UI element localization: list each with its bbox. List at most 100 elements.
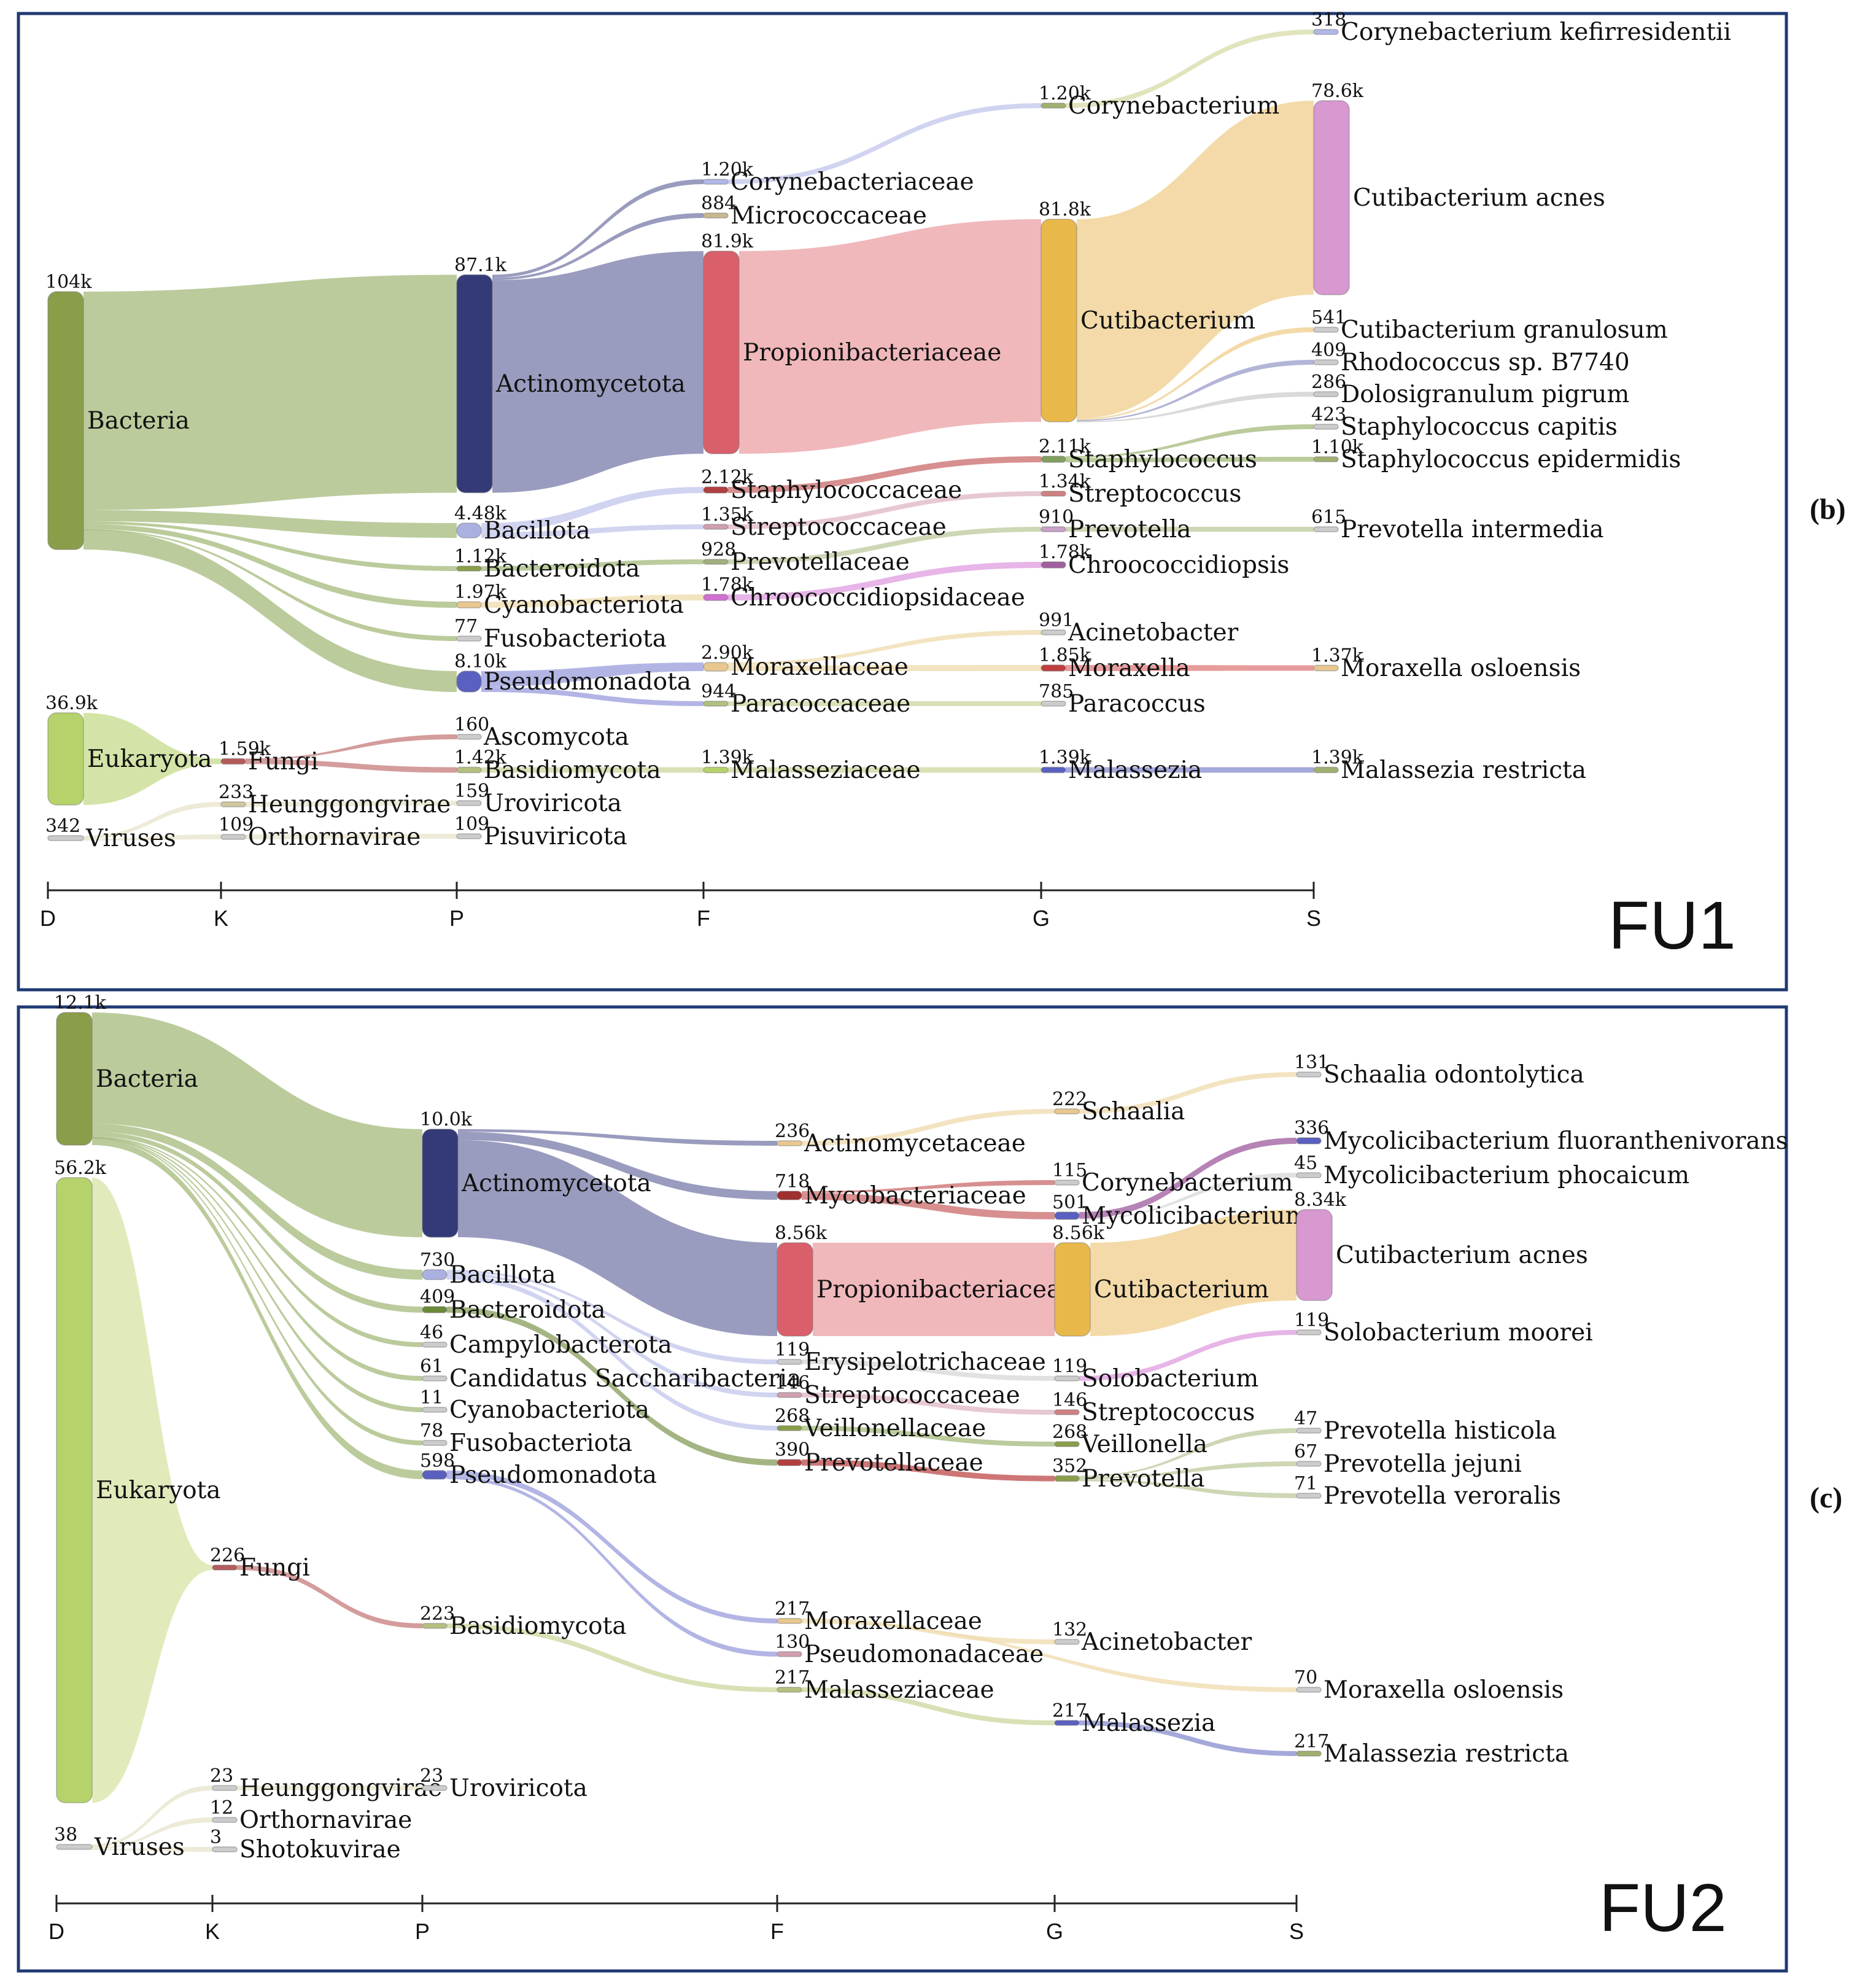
node-bacillota[interactable] [456, 523, 482, 538]
node-staphylococcus-epidermidis[interactable] [1313, 456, 1339, 462]
node-dolosigranulum-pigrum[interactable] [1313, 391, 1339, 397]
node-cyanobacteriota[interactable] [456, 601, 482, 608]
node-acinetobacter[interactable] [1041, 629, 1066, 635]
node-staphylococcus-capitis[interactable] [1313, 424, 1339, 430]
node-cutibacterium[interactable] [1041, 219, 1077, 422]
node-orthornavirae[interactable] [220, 834, 246, 840]
node-moraxellaceae[interactable] [777, 1618, 802, 1624]
link-malassezia-to-malassezia-restricta [1066, 767, 1314, 773]
node-fungi[interactable] [220, 758, 246, 765]
node-actinomycetaceae[interactable] [777, 1140, 802, 1146]
node-candidatus-saccharibacteria[interactable] [422, 1375, 448, 1382]
node-malassezia[interactable] [1041, 766, 1066, 774]
node-bacteria[interactable] [56, 1012, 93, 1146]
node-actinomycetota[interactable] [422, 1129, 459, 1238]
node-corynebacteriaceae[interactable] [703, 179, 729, 185]
node-eukaryota[interactable] [56, 1177, 93, 1803]
link-prevotella-to-prevotella-veroralis [1079, 1479, 1297, 1498]
node-paracoccus[interactable] [1041, 701, 1066, 707]
node-prevotella-jejuni[interactable] [1296, 1461, 1322, 1467]
node-staphylococcaceae[interactable] [703, 486, 729, 494]
node-mycolicibacterium[interactable] [1054, 1211, 1080, 1220]
node-mycobacteriaceae[interactable] [777, 1191, 802, 1200]
node-cutibacterium[interactable] [1054, 1242, 1091, 1337]
node-erysipelotrichaceae[interactable] [777, 1359, 802, 1365]
node-streptococcus[interactable] [1041, 491, 1066, 497]
node-veillonellaceae[interactable] [777, 1425, 802, 1431]
node-malassezia[interactable] [1054, 1720, 1080, 1726]
node-schaalia[interactable] [1054, 1108, 1080, 1114]
node-prevotella-intermedia[interactable] [1313, 526, 1339, 532]
node-cyanobacteriota[interactable] [422, 1407, 448, 1413]
node-actinomycetota[interactable] [456, 274, 493, 494]
node-malassezia-restricta[interactable] [1296, 1751, 1322, 1757]
node-streptococcus[interactable] [1054, 1409, 1080, 1415]
node-veillonella[interactable] [1054, 1441, 1080, 1447]
node-ascomycota[interactable] [456, 734, 482, 740]
node-propionibacteriaceae[interactable] [703, 251, 740, 454]
node-prevotella-histicola[interactable] [1296, 1428, 1322, 1434]
node-pseudomonadaceae[interactable] [777, 1651, 802, 1657]
node-pseudomonadota[interactable] [456, 670, 482, 693]
node-moraxella[interactable] [1041, 664, 1066, 672]
node-streptococcaceae[interactable] [703, 524, 729, 530]
node-paracoccaceae[interactable] [703, 701, 729, 707]
node-label-mycolicibacterium-fluoranthenivorans: Mycolicibacterium fluoranthenivorans [1324, 1127, 1788, 1155]
node-chroococcidiopsidaceae[interactable] [703, 594, 729, 601]
node-corynebacterium[interactable] [1041, 103, 1066, 109]
node-value-fusobacteriota: 77 [454, 616, 478, 637]
node-pseudomonadota[interactable] [422, 1470, 448, 1480]
node-malasseziaceae[interactable] [777, 1687, 802, 1693]
node-uroviricota[interactable] [422, 1785, 448, 1791]
node-cutibacterium-acnes[interactable] [1296, 1209, 1333, 1301]
node-value-corynebacteriaceae: 1.20k [701, 159, 754, 181]
node-moraxellaceae[interactable] [703, 662, 729, 672]
node-streptococcaceae[interactable] [777, 1392, 802, 1398]
node-prevotellaceae[interactable] [703, 559, 729, 565]
node-shotokuvirae[interactable] [212, 1846, 238, 1852]
node-uroviricota[interactable] [456, 800, 482, 806]
node-bacteria[interactable] [47, 291, 84, 550]
node-staphylococcus[interactable] [1041, 456, 1066, 463]
node-moraxella-osloensis[interactable] [1313, 664, 1339, 672]
node-rhodococcus-sp-b7740[interactable] [1313, 359, 1339, 365]
node-solobacterium-moorei[interactable] [1296, 1329, 1322, 1335]
node-fusobacteriota[interactable] [456, 635, 482, 642]
node-label-prevotella-veroralis: Prevotella veroralis [1324, 1482, 1561, 1510]
node-heunggongvirae[interactable] [220, 801, 246, 807]
node-cutibacterium-acnes[interactable] [1313, 100, 1350, 295]
node-propionibacteriaceae[interactable] [777, 1242, 813, 1337]
node-solobacterium[interactable] [1054, 1375, 1080, 1382]
node-basidiomycota[interactable] [456, 766, 482, 774]
node-schaalia-odontolytica[interactable] [1296, 1071, 1322, 1078]
node-corynebacterium-kefirresidentii[interactable] [1313, 29, 1339, 35]
node-prevotella[interactable] [1041, 526, 1066, 532]
node-eukaryota[interactable] [47, 712, 84, 806]
node-mycolicibacterium-fluoranthenivorans[interactable] [1296, 1137, 1322, 1145]
node-orthornavirae[interactable] [212, 1817, 238, 1823]
node-pisuviricota[interactable] [456, 833, 482, 839]
node-prevotellaceae[interactable] [777, 1459, 802, 1466]
node-corynebacterium[interactable] [1054, 1179, 1080, 1186]
node-fusobacteriota[interactable] [422, 1440, 448, 1446]
node-chroococcidiopsis[interactable] [1041, 561, 1066, 569]
node-moraxella-osloensis[interactable] [1296, 1687, 1322, 1693]
node-viruses[interactable] [47, 835, 84, 841]
node-viruses[interactable] [56, 1844, 93, 1850]
node-fungi[interactable] [212, 1564, 238, 1571]
node-mycolicibacterium-phocaicum[interactable] [1296, 1172, 1322, 1178]
node-malassezia-restricta[interactable] [1313, 766, 1339, 774]
node-bacteroidota[interactable] [456, 565, 482, 572]
node-campylobacterota[interactable] [422, 1342, 448, 1348]
node-cutibacterium-granulosum[interactable] [1313, 327, 1339, 333]
node-prevotella-veroralis[interactable] [1296, 1493, 1322, 1499]
node-prevotella[interactable] [1054, 1475, 1080, 1482]
node-heunggongvirae[interactable] [212, 1785, 238, 1791]
node-bacillota[interactable] [422, 1269, 448, 1280]
node-micrococcaceae[interactable] [703, 212, 729, 219]
node-acinetobacter[interactable] [1054, 1639, 1080, 1645]
node-value-erysipelotrichaceae: 119 [775, 1339, 810, 1361]
node-bacteroidota[interactable] [422, 1306, 448, 1313]
node-basidiomycota[interactable] [422, 1623, 448, 1629]
node-malasseziaceae[interactable] [703, 766, 729, 774]
